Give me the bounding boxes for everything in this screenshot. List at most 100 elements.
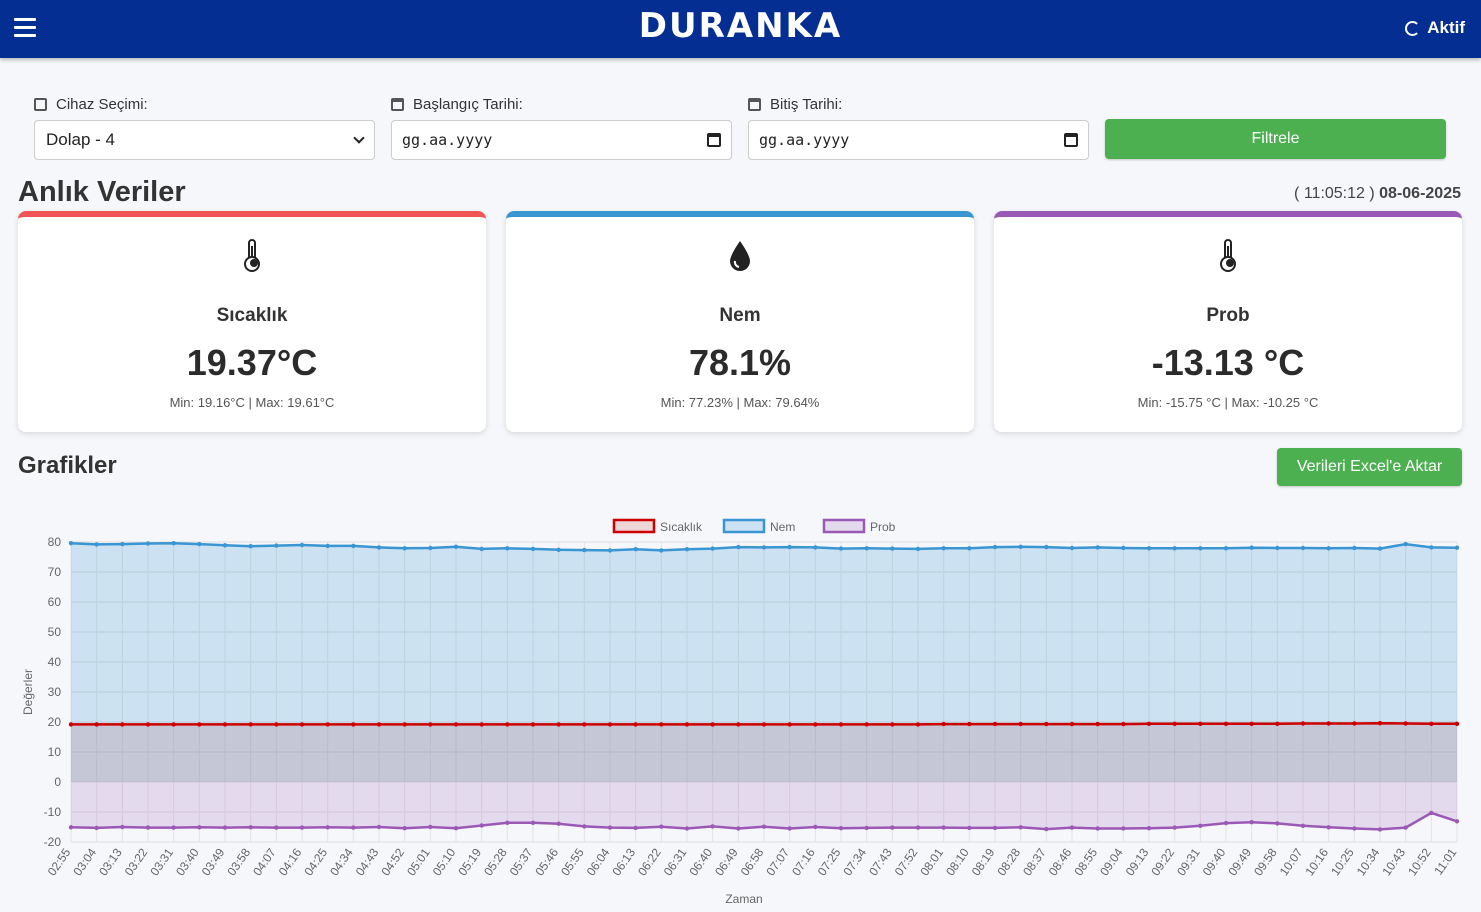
data-point[interactable] (556, 722, 561, 727)
data-point[interactable] (1275, 545, 1280, 551)
data-point[interactable] (1326, 825, 1331, 830)
data-point[interactable] (1146, 826, 1152, 831)
export-excel-button[interactable]: Verileri Excel'e Aktar (1277, 448, 1462, 486)
data-point[interactable] (992, 721, 998, 727)
data-point[interactable] (967, 721, 972, 727)
data-point[interactable] (1403, 541, 1408, 547)
data-point[interactable] (838, 546, 844, 551)
data-point[interactable] (145, 825, 151, 830)
data-point[interactable] (1377, 546, 1383, 551)
data-point[interactable] (941, 721, 946, 727)
data-point[interactable] (864, 825, 869, 831)
data-point[interactable] (1069, 825, 1075, 830)
data-point[interactable] (274, 825, 279, 830)
data-point[interactable] (248, 825, 253, 830)
data-point[interactable] (402, 722, 407, 727)
calendar-picker-icon[interactable] (707, 133, 721, 147)
data-point[interactable] (222, 543, 228, 548)
data-point[interactable] (248, 544, 253, 549)
legend-label[interactable]: Sıcaklık (660, 520, 703, 534)
data-point[interactable] (890, 546, 895, 551)
data-point[interactable] (813, 545, 818, 550)
data-point[interactable] (1198, 721, 1203, 726)
data-point[interactable] (710, 546, 715, 551)
data-point[interactable] (479, 722, 484, 727)
data-point[interactable] (736, 722, 741, 727)
data-point[interactable] (633, 825, 638, 831)
data-point[interactable] (453, 722, 459, 727)
data-point[interactable] (197, 722, 202, 727)
data-point[interactable] (582, 824, 587, 829)
data-point[interactable] (582, 547, 587, 553)
data-point[interactable] (1095, 545, 1100, 550)
data-point[interactable] (1044, 826, 1049, 832)
legend-label[interactable]: Prob (870, 520, 896, 534)
data-point[interactable] (274, 543, 279, 548)
data-point[interactable] (351, 825, 356, 830)
data-point[interactable] (197, 825, 202, 830)
data-point[interactable] (1095, 826, 1100, 831)
data-point[interactable] (68, 825, 74, 830)
data-point[interactable] (787, 722, 792, 727)
data-point[interactable] (1198, 823, 1203, 828)
data-point[interactable] (1018, 825, 1023, 830)
data-point[interactable] (428, 545, 433, 551)
data-point[interactable] (299, 722, 305, 727)
data-point[interactable] (1403, 825, 1408, 830)
data-point[interactable] (1429, 721, 1434, 726)
data-point[interactable] (428, 722, 433, 727)
data-point[interactable] (248, 722, 253, 727)
data-point[interactable] (761, 824, 767, 829)
data-point[interactable] (479, 823, 484, 828)
data-point[interactable] (864, 546, 869, 551)
data-point[interactable] (1326, 546, 1331, 551)
data-point[interactable] (120, 722, 125, 727)
data-point[interactable] (607, 722, 613, 727)
data-point[interactable] (145, 722, 151, 727)
data-point[interactable] (428, 824, 433, 830)
data-point[interactable] (1326, 721, 1331, 726)
end-date-input[interactable]: gg.aa.yyyy (748, 120, 1089, 160)
data-point[interactable] (453, 826, 459, 831)
data-point[interactable] (1172, 721, 1177, 726)
data-point[interactable] (1454, 545, 1460, 550)
data-point[interactable] (453, 544, 459, 549)
device-select[interactable]: Dolap - 4 (34, 120, 375, 160)
data-point[interactable] (915, 722, 921, 727)
data-point[interactable] (530, 820, 536, 825)
data-point[interactable] (1249, 721, 1254, 726)
legend-swatch[interactable] (722, 518, 766, 534)
data-point[interactable] (1429, 810, 1434, 816)
data-point[interactable] (813, 824, 818, 830)
data-point[interactable] (787, 544, 792, 550)
data-point[interactable] (94, 722, 99, 727)
data-point[interactable] (222, 722, 228, 727)
data-point[interactable] (607, 825, 613, 830)
data-point[interactable] (1069, 545, 1075, 551)
data-point[interactable] (813, 722, 818, 727)
data-point[interactable] (376, 824, 382, 830)
data-point[interactable] (941, 825, 946, 830)
data-point[interactable] (1223, 820, 1229, 826)
data-point[interactable] (992, 544, 998, 550)
data-point[interactable] (1352, 721, 1357, 726)
legend-swatch[interactable] (612, 518, 656, 534)
data-point[interactable] (864, 722, 869, 727)
data-point[interactable] (505, 820, 510, 825)
data-point[interactable] (890, 722, 895, 727)
data-point[interactable] (1095, 721, 1100, 727)
data-point[interactable] (1352, 826, 1357, 831)
data-point[interactable] (992, 825, 998, 831)
data-point[interactable] (1249, 820, 1254, 825)
data-point[interactable] (1275, 721, 1280, 726)
data-point[interactable] (915, 546, 921, 552)
data-point[interactable] (684, 826, 690, 831)
data-point[interactable] (684, 722, 690, 727)
data-point[interactable] (1249, 545, 1254, 550)
data-point[interactable] (1121, 545, 1126, 551)
data-point[interactable] (967, 546, 972, 551)
data-point[interactable] (1018, 721, 1023, 727)
data-point[interactable] (761, 722, 767, 727)
data-point[interactable] (1121, 721, 1126, 727)
data-point[interactable] (1300, 721, 1306, 726)
